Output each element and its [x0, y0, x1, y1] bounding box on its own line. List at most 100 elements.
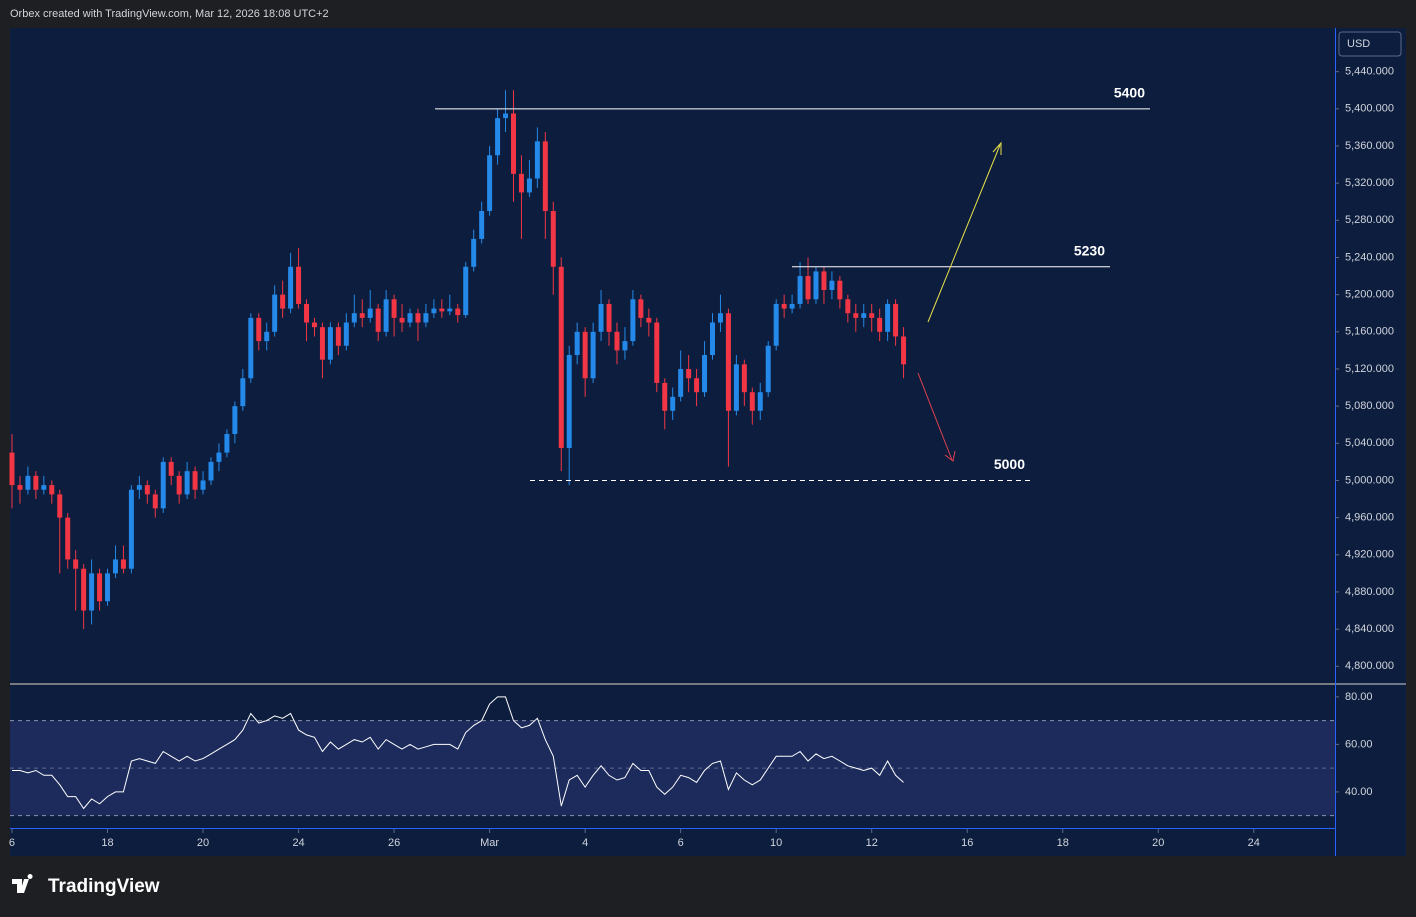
candle-body	[614, 331, 620, 351]
candle-body	[495, 118, 501, 156]
candle-body	[105, 573, 111, 602]
candle-body	[901, 336, 907, 365]
candle-body	[725, 313, 731, 411]
candle-body	[757, 392, 763, 411]
candle-body	[359, 313, 365, 318]
x-tick-label: 16	[961, 837, 973, 849]
candle-body	[590, 331, 596, 379]
candle-body	[789, 303, 795, 309]
candle-body	[423, 313, 429, 323]
candle-body	[120, 559, 126, 569]
candle-body	[184, 471, 190, 495]
candle-body	[216, 452, 222, 462]
candle-body	[49, 485, 55, 495]
candle-body	[25, 475, 31, 490]
candle-body	[566, 355, 572, 448]
candle-body	[710, 322, 716, 356]
candle-body	[733, 364, 739, 411]
candle-body	[805, 276, 811, 300]
candle-body	[765, 345, 771, 393]
time-axis	[10, 829, 1335, 856]
candle-body	[574, 331, 580, 356]
candle-body	[160, 461, 166, 509]
candle-body	[662, 382, 668, 411]
candle-body	[311, 322, 317, 328]
candle-body	[272, 294, 278, 332]
candle-body	[885, 303, 891, 332]
candle-body	[208, 461, 214, 481]
candle-body	[487, 155, 493, 212]
x-tick-label: 24	[1248, 837, 1260, 849]
candle-body	[192, 471, 198, 490]
candle-body	[455, 308, 461, 316]
candle-body	[89, 573, 95, 611]
candle-body	[622, 341, 628, 351]
candle-body	[65, 517, 71, 560]
down-arrow-head	[944, 450, 956, 462]
candle-body	[526, 178, 532, 193]
candle-body	[232, 406, 238, 435]
x-tick-label: 6	[678, 837, 684, 849]
candle-body	[264, 331, 270, 342]
candle-body	[128, 489, 134, 569]
x-tick-label: 24	[292, 837, 304, 849]
brand-logo: TradingView	[12, 874, 160, 897]
currency-label[interactable]: USD	[1347, 38, 1370, 50]
candle-body	[112, 559, 118, 574]
candle-body	[9, 452, 15, 486]
candle-body	[256, 317, 262, 342]
candle-body	[17, 485, 23, 490]
y-tick-label: 5,360.000	[1345, 140, 1394, 152]
candle-body	[741, 364, 747, 393]
y-tick-label: 4,960.000	[1345, 512, 1394, 524]
y-tick-label: 5,000.000	[1345, 474, 1394, 486]
brand-name: TradingView	[48, 876, 160, 897]
candle-body	[288, 266, 294, 309]
candle-body	[686, 368, 692, 379]
candle-body	[861, 313, 867, 318]
candle-body	[821, 271, 827, 290]
candle-body	[749, 392, 755, 411]
candle-body	[606, 303, 612, 332]
candle-body	[57, 494, 63, 518]
level-label: 5000	[994, 456, 1025, 472]
logo-mark	[12, 874, 33, 893]
candle-body	[383, 299, 389, 332]
candle-body	[33, 475, 39, 490]
x-tick-label: 26	[388, 837, 400, 849]
candle-body	[439, 308, 445, 312]
x-tick-label: 4	[582, 837, 588, 849]
x-tick-label: 10	[770, 837, 782, 849]
candle-body	[144, 485, 150, 495]
y-tick-label: 4,800.000	[1345, 660, 1394, 672]
candle-body	[343, 322, 349, 346]
candle-body	[646, 317, 652, 323]
y-tick-label: 5,040.000	[1345, 437, 1394, 449]
x-tick-label: 20	[1152, 837, 1164, 849]
candle-body	[542, 141, 548, 212]
main-pane	[10, 28, 1335, 683]
level-label: 5230	[1074, 242, 1105, 258]
candle-body	[797, 276, 803, 304]
header-text: Orbex created with TradingView.com, Mar …	[10, 8, 329, 20]
candle-body	[463, 266, 469, 316]
candle-body	[176, 475, 182, 495]
candle-body	[41, 485, 47, 490]
y-tick-label: 40.00	[1345, 786, 1373, 798]
candle-body	[415, 313, 421, 323]
level-label: 5400	[1114, 85, 1145, 101]
candle-body	[304, 303, 310, 323]
candle-body	[837, 280, 843, 300]
y-tick-label: 5,320.000	[1345, 177, 1394, 189]
candle-body	[327, 327, 333, 360]
candle-body	[853, 313, 859, 318]
x-tick-label: 20	[197, 837, 209, 849]
y-tick-label: 5,400.000	[1345, 103, 1394, 115]
candle-body	[670, 396, 676, 411]
candle-body	[73, 559, 79, 569]
y-tick-label: 60.00	[1345, 738, 1373, 750]
y-tick-label: 5,120.000	[1345, 363, 1394, 375]
currency-box[interactable]	[1338, 31, 1402, 57]
